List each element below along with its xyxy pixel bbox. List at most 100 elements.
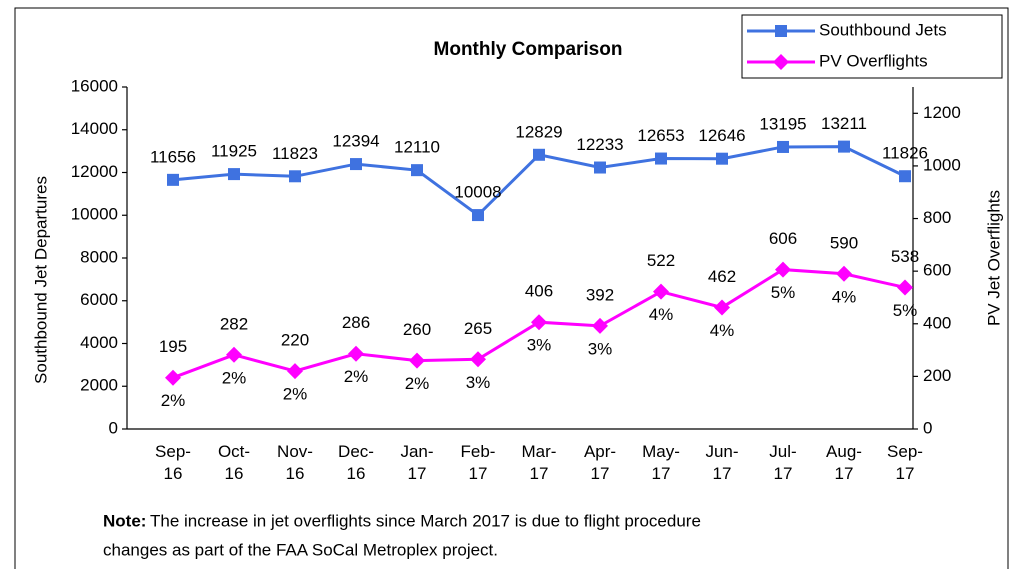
y-tick-label: 14000	[71, 119, 118, 138]
share-label: 4%	[649, 305, 674, 324]
data-point	[653, 283, 669, 300]
y2-tick-label: 0	[923, 418, 932, 437]
data-label: 12829	[515, 122, 562, 141]
note-label: Note:	[103, 511, 146, 530]
y2-tick-label: 600	[923, 261, 951, 280]
x-tick-label: Nov-16	[277, 442, 313, 483]
y-tick-label: 2000	[80, 376, 118, 395]
y2-axis-title: PV Jet Overflights	[984, 190, 1003, 326]
y-tick-label: 8000	[80, 247, 118, 266]
share-label: 2%	[283, 385, 308, 404]
chart-title: Monthly Comparison	[434, 39, 623, 60]
x-tick-label: Jul-17	[769, 442, 796, 483]
y-tick-label: 16000	[71, 76, 118, 95]
data-point	[289, 170, 301, 183]
data-label: 12646	[698, 126, 745, 145]
share-label: 3%	[466, 373, 491, 392]
data-point	[226, 346, 242, 363]
data-point	[411, 164, 423, 177]
data-label: 195	[159, 337, 187, 356]
share-label: 2%	[405, 374, 430, 393]
data-point	[533, 148, 545, 161]
y-tick-label: 10000	[71, 205, 118, 224]
data-point	[775, 261, 791, 278]
x-tick-label: Sep-16	[155, 442, 191, 483]
x-tick-label: Jun-17	[705, 442, 738, 483]
data-label: 286	[342, 313, 370, 332]
share-label: 4%	[710, 321, 735, 340]
data-label: 11656	[150, 147, 196, 166]
data-label: 11826	[882, 144, 928, 163]
data-point	[470, 351, 486, 368]
data-label: 522	[647, 251, 675, 270]
data-label: 462	[708, 267, 736, 286]
y-axis-title: Southbound Jet Departures	[31, 176, 50, 384]
y-tick-label: 0	[109, 418, 118, 437]
legend-marker	[775, 25, 787, 37]
data-point	[897, 279, 913, 296]
legend-label: Southbound Jets	[819, 20, 947, 39]
data-label: 12110	[394, 138, 440, 157]
data-point	[350, 158, 362, 171]
data-label: 11925	[211, 142, 257, 161]
data-point	[592, 317, 608, 334]
data-point	[838, 140, 850, 153]
legend-marker	[773, 54, 789, 70]
share-label: 3%	[527, 336, 552, 355]
data-label: 392	[586, 285, 614, 304]
x-tick-label: May-17	[642, 442, 680, 483]
data-point	[165, 369, 181, 386]
data-point	[836, 265, 852, 282]
data-label: 260	[403, 320, 431, 339]
x-tick-label: Oct-16	[218, 442, 250, 483]
data-point	[287, 363, 303, 380]
y2-tick-label: 1000	[923, 155, 961, 174]
data-point	[777, 140, 789, 153]
y2-tick-label: 400	[923, 313, 951, 332]
data-label: 12394	[332, 132, 379, 151]
y2-tick-label: 800	[923, 208, 951, 227]
note-text: changes as part of the FAA SoCal Metropl…	[103, 540, 498, 559]
data-point	[655, 152, 667, 165]
data-label: 11823	[272, 144, 318, 163]
data-point	[531, 314, 547, 331]
data-point	[409, 352, 425, 369]
x-tick-label: Dec-16	[338, 442, 374, 483]
share-label: 4%	[832, 287, 857, 306]
data-point	[472, 209, 484, 222]
y-tick-label: 6000	[80, 290, 118, 309]
data-label: 13211	[821, 114, 867, 133]
share-label: 2%	[161, 391, 186, 410]
share-label: 2%	[222, 368, 247, 387]
x-tick-label: Apr-17	[584, 442, 616, 483]
share-label: 5%	[771, 283, 796, 302]
data-point	[716, 152, 728, 165]
x-tick-label: Feb-17	[461, 442, 496, 483]
data-label: 10008	[454, 183, 501, 202]
x-tick-label: Mar-17	[522, 442, 557, 483]
y-tick-label: 12000	[71, 162, 118, 181]
x-tick-label: Sep-17	[887, 442, 923, 483]
share-label: 3%	[588, 339, 613, 358]
data-label: 538	[891, 247, 919, 266]
data-point	[228, 168, 240, 181]
data-label: 265	[464, 319, 492, 338]
data-label: 13195	[759, 114, 806, 133]
data-point	[899, 170, 911, 183]
data-label: 12233	[576, 135, 623, 154]
data-label: 606	[769, 229, 797, 248]
y-tick-label: 4000	[80, 333, 118, 352]
data-point	[714, 299, 730, 316]
data-point	[167, 173, 179, 186]
y2-tick-label: 200	[923, 366, 951, 385]
data-point	[594, 161, 606, 174]
data-point	[348, 345, 364, 362]
data-label: 406	[525, 282, 553, 301]
share-label: 5%	[893, 301, 918, 320]
data-label: 12653	[637, 126, 684, 145]
data-label: 282	[220, 314, 248, 333]
y2-tick-label: 1200	[923, 103, 961, 122]
x-tick-label: Jan-17	[400, 442, 433, 483]
